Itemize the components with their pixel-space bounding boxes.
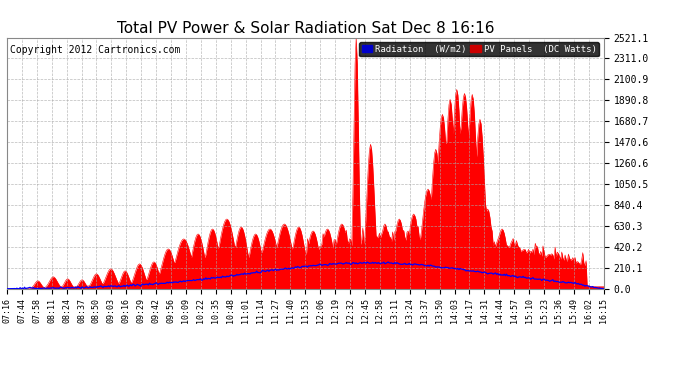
- Title: Total PV Power & Solar Radiation Sat Dec 8 16:16: Total PV Power & Solar Radiation Sat Dec…: [117, 21, 494, 36]
- Text: Copyright 2012 Cartronics.com: Copyright 2012 Cartronics.com: [10, 45, 180, 55]
- Legend: Radiation  (W/m2), PV Panels  (DC Watts): Radiation (W/m2), PV Panels (DC Watts): [359, 42, 599, 56]
